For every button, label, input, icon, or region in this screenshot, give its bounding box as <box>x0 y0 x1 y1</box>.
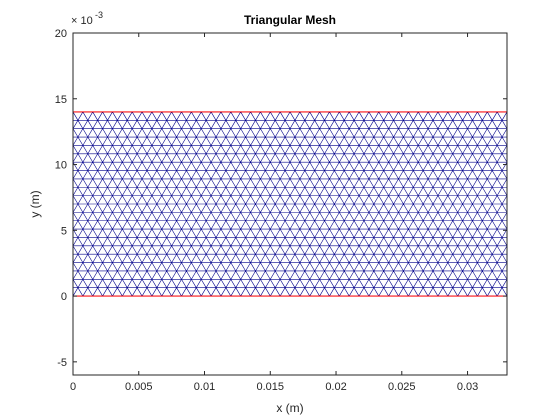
x-axis: 0 0.005 0.01 0.015 0.02 0.025 0.03 <box>70 33 478 393</box>
y-tick-label: -5 <box>57 357 67 369</box>
x-tick-label: 0.03 <box>457 381 478 393</box>
x-tick-label: 0.005 <box>125 381 153 393</box>
y-exponent-base: × 10 <box>71 15 93 27</box>
x-tick-label: 0.02 <box>325 381 346 393</box>
y-axis: -5 0 5 10 15 20 <box>55 28 507 369</box>
x-tick-label: 0.025 <box>388 381 416 393</box>
y-tick-label: 20 <box>55 28 67 40</box>
y-tick-label: 5 <box>61 225 67 237</box>
y-tick-label: 0 <box>61 291 67 303</box>
y-exponent-label: × 10 -3 <box>71 10 103 27</box>
x-axis-label: x (m) <box>276 401 303 415</box>
y-tick-label: 10 <box>55 160 67 172</box>
y-exponent-power: -3 <box>95 10 103 20</box>
axes-box <box>72 32 508 376</box>
chart-title: Triangular Mesh <box>244 13 336 27</box>
mesh-edges <box>72 111 508 297</box>
x-tick-label: 0 <box>70 381 76 393</box>
y-tick-label: 15 <box>55 94 67 106</box>
x-tick-label: 0.015 <box>257 381 285 393</box>
y-axis-label: y (m) <box>28 190 42 217</box>
x-tick-label: 0.01 <box>194 381 215 393</box>
mesh-layer <box>72 111 508 297</box>
